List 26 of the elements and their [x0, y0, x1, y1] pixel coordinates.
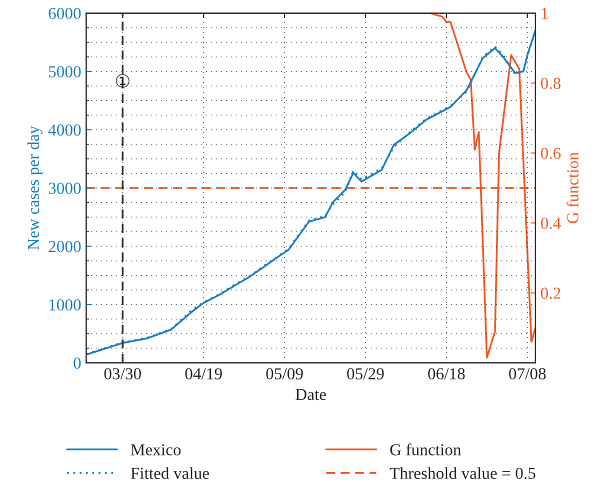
y-tick-label: 0 [74, 358, 81, 369]
y2-tick-label: 0.6 [540, 148, 561, 160]
y2-tick-label: 0.4 [540, 218, 561, 229]
y2-axis-title: G function [566, 152, 578, 224]
x-tick-label: 05/29 [347, 368, 384, 380]
x-tick-label: 07/08 [509, 368, 546, 380]
y-tick-label: 3000 [48, 182, 81, 194]
y2-tick-label: 0.8 [540, 78, 561, 90]
x-tick-label: 03/30 [104, 368, 141, 380]
annotation: ① [116, 74, 130, 88]
y2-tick-label: 0.2 [540, 288, 560, 299]
legend-label: G function [390, 443, 462, 456]
x-tick-label: 06/18 [428, 368, 465, 380]
y-axis-title: New cases per day [27, 126, 42, 250]
x-tick-label: 04/19 [185, 368, 222, 380]
y-tick-label: 6000 [48, 8, 81, 20]
legend-label: Mexico [130, 444, 181, 456]
legend-label: Threshold value = 0.5 [390, 467, 536, 480]
x-axis-title: Date [296, 388, 326, 400]
y2-tick-label: 1 [542, 8, 548, 19]
y-tick-label: 5000 [49, 66, 81, 78]
y-tick-label: 4000 [48, 124, 81, 136]
legend-label: Fitted value [130, 467, 209, 479]
y-tick-label: 1000 [50, 299, 81, 310]
y-tick-label: 2000 [48, 240, 81, 252]
x-tick-label: 05/09 [266, 368, 303, 380]
